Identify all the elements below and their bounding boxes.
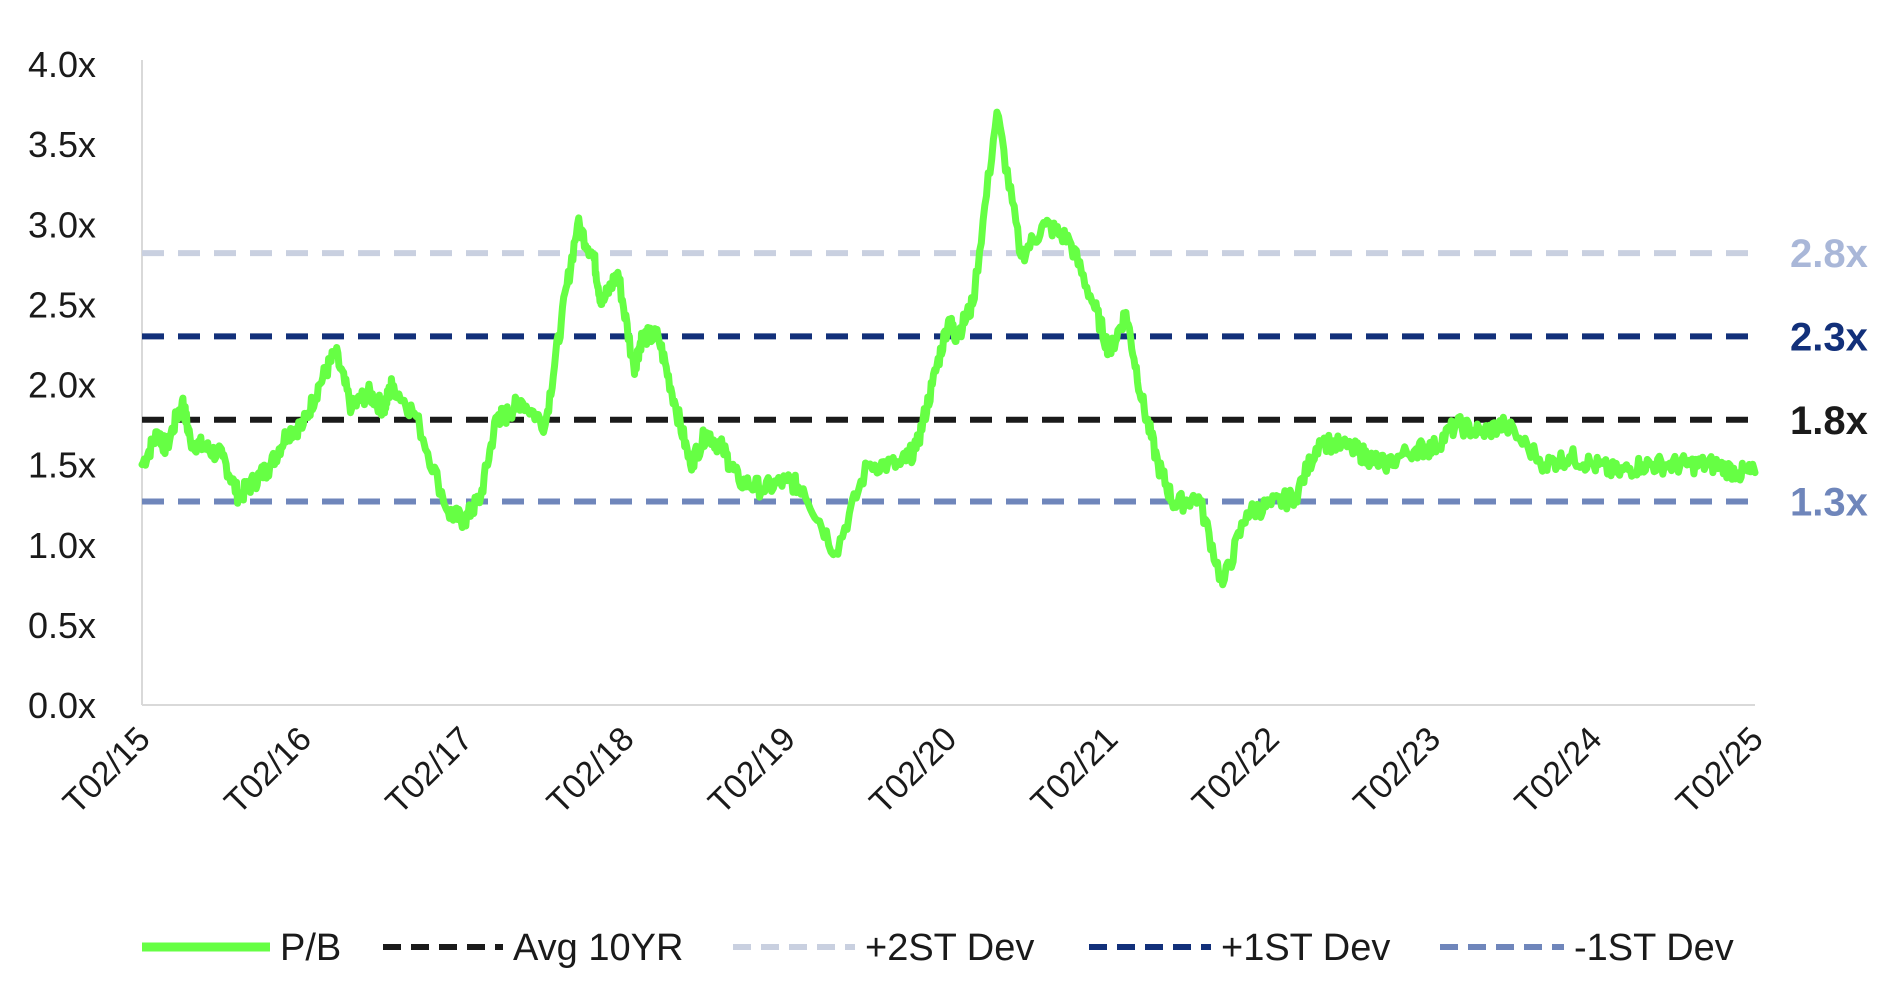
y-tick-label: 4.0x (28, 44, 96, 85)
y-tick-label: 0.0x (28, 685, 96, 726)
legend-label: +1ST Dev (1221, 927, 1390, 969)
reference-lines (142, 250, 1755, 505)
end-value-label: 2.3x (1790, 315, 1868, 359)
series-line-pb (138, 108, 1759, 589)
x-tick-label: T02/20 (862, 720, 964, 822)
y-tick-label: 3.5x (28, 124, 96, 165)
y-tick-label: 0.5x (28, 605, 96, 646)
legend-item-p-b: P/B (142, 927, 341, 969)
x-tick-label: T02/24 (1508, 720, 1610, 822)
x-tick-label: T02/17 (379, 720, 481, 822)
x-tick-label: T02/16 (217, 720, 319, 822)
legend-item--1st-dev: +1ST Dev (1089, 927, 1390, 969)
legend-label: Avg 10YR (513, 927, 683, 969)
legend-label: -1ST Dev (1574, 927, 1734, 969)
x-tick-label: T02/22 (1185, 720, 1287, 822)
y-tick-label: 2.0x (28, 365, 96, 406)
x-tick-label: T02/19 (701, 720, 803, 822)
y-tick-label: 1.0x (28, 525, 96, 566)
y-tick-label: 2.5x (28, 284, 96, 325)
x-tick-label: T02/15 (56, 720, 158, 822)
x-tick-label: T02/25 (1669, 720, 1771, 822)
x-tick-label: T02/18 (540, 720, 642, 822)
series-layer (138, 108, 1759, 589)
y-tick-label: 1.5x (28, 445, 96, 486)
end-value-label: 2.8x (1790, 232, 1868, 276)
legend-label: P/B (280, 927, 341, 969)
legend-item--2st-dev: +2ST Dev (733, 927, 1034, 969)
end-labels: 2.8x 2.3x 1.8x 1.3x (1790, 232, 1868, 524)
legend: P/B Avg 10YR +2ST Dev +1ST Dev -1ST Dev (142, 927, 1734, 969)
x-tick-label: T02/23 (1346, 720, 1448, 822)
x-tick-label: T02/21 (1024, 720, 1126, 822)
y-tick-label: 3.0x (28, 204, 96, 245)
end-value-label: 1.3x (1790, 480, 1868, 524)
end-value-label: 1.8x (1790, 399, 1868, 443)
legend-label: +2ST Dev (865, 927, 1034, 969)
legend-item-avg-10yr: Avg 10YR (383, 927, 683, 969)
legend-item--1st-dev: -1ST Dev (1440, 927, 1734, 969)
